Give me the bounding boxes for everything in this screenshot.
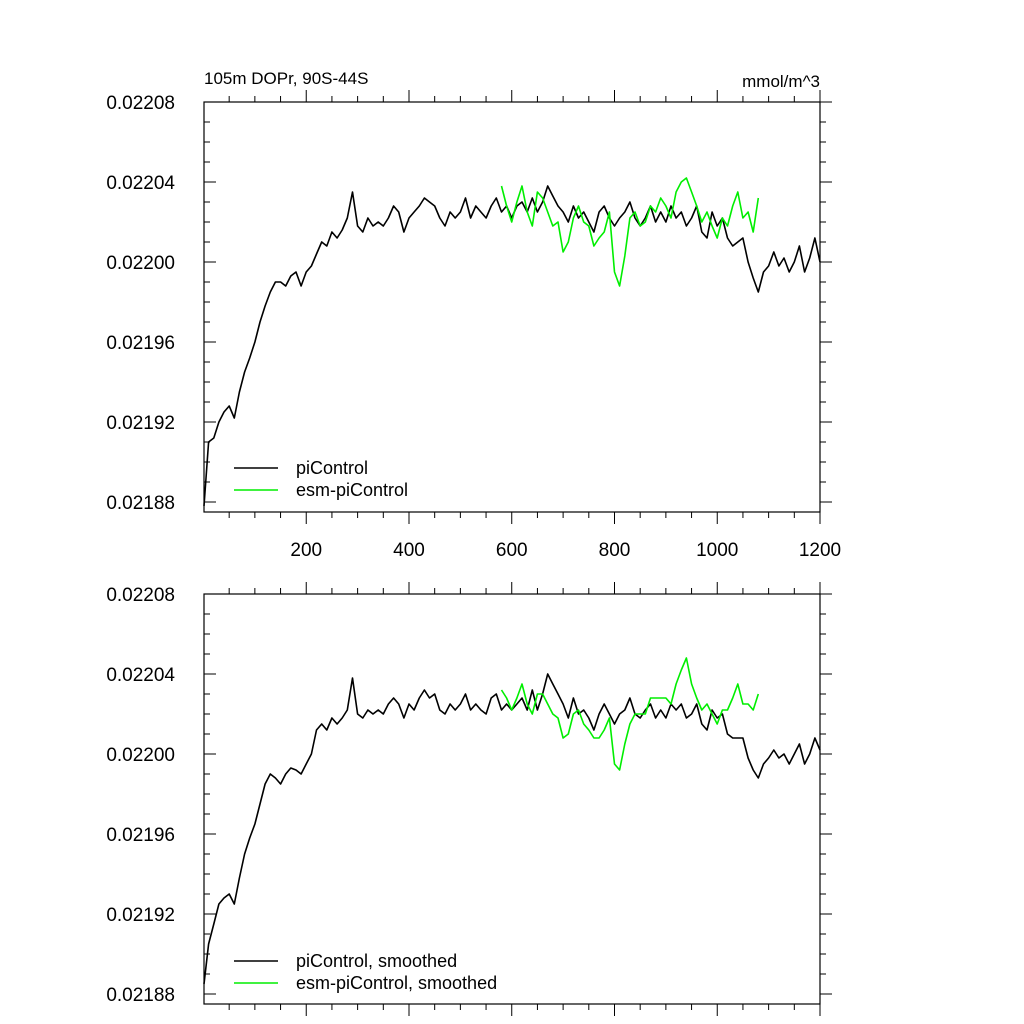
y-tick-label: 0.02188	[106, 985, 175, 1006]
esm-picontrol-line	[500, 657, 760, 771]
picontrol-line	[203, 673, 821, 985]
smoothed-panel: 0.02188 0.02192 0.02196 0.02200 0.02204 0.022…	[106, 582, 832, 1016]
y-tick-label: 0.02196	[106, 333, 175, 354]
x-tick-label: 1200	[799, 540, 841, 561]
x-tick-label: 600	[496, 540, 528, 561]
y-tick-label: 0.02208	[106, 585, 175, 606]
legend-label: piControl	[296, 458, 368, 478]
y-tick-label: 0.02200	[106, 745, 175, 766]
legend-label: esm-piControl, smoothed	[296, 973, 497, 993]
x-tick-label: 200	[290, 540, 322, 561]
y-tick-label: 0.02188	[106, 493, 175, 514]
plot-frame	[203, 593, 821, 1005]
picontrol-line	[203, 185, 821, 507]
x-tick-label: 800	[599, 540, 631, 561]
y-tick-label: 0.02204	[106, 173, 175, 194]
y-tick-label: 0.02196	[106, 825, 175, 846]
x-tick-label: 1000	[696, 540, 738, 561]
y-tick-label: 0.02204	[106, 665, 175, 686]
y-tick-label: 0.02200	[106, 253, 175, 274]
y-tick-label: 0.02192	[106, 905, 175, 926]
x-tick-label: 400	[393, 540, 425, 561]
plot-frame	[203, 101, 821, 513]
legend-label: esm-piControl	[296, 480, 408, 500]
y-tick-label: 0.02192	[106, 413, 175, 434]
figure-title: 105m DOPr, 90S-44S	[204, 69, 368, 88]
y-tick-label: 0.02208	[106, 93, 175, 114]
figure-units: mmol/m^3	[742, 72, 820, 91]
legend-label: piControl, smoothed	[296, 951, 457, 971]
raw-panel: 200 400 600 800 1000 1200 0.02188 0.02192 0.0219…	[106, 90, 841, 561]
esm-picontrol-line	[500, 177, 760, 287]
